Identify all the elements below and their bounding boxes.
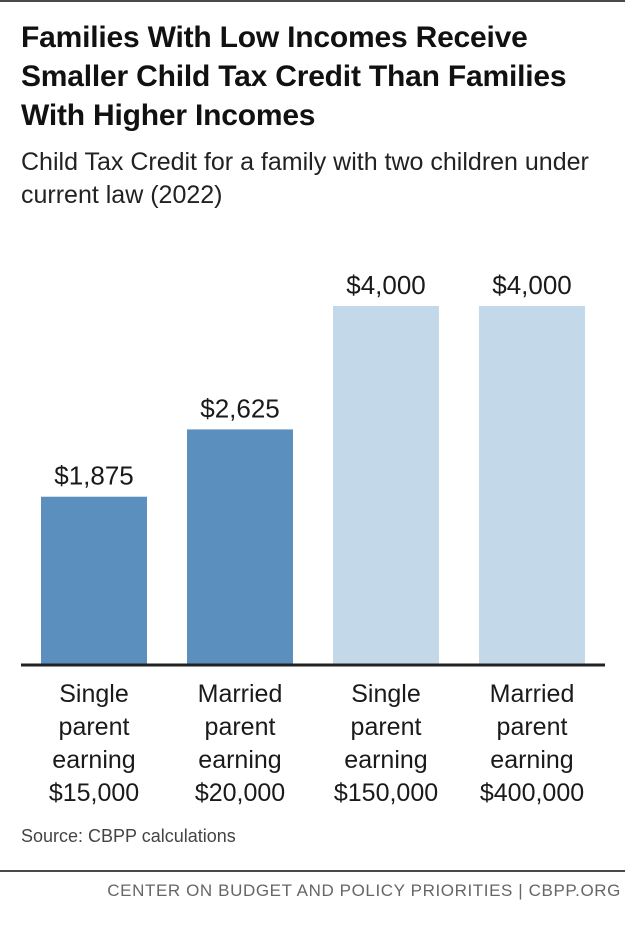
source-note: Source: CBPP calculations xyxy=(21,826,236,846)
category-label-2-line-3: earning xyxy=(198,746,281,774)
category-label-1-line-2: parent xyxy=(59,713,130,741)
category-label-4-line-4: $400,000 xyxy=(480,779,584,807)
category-label-3-line-2: parent xyxy=(351,713,422,741)
category-label-3-line-1: Single xyxy=(351,680,421,708)
bar-4 xyxy=(479,306,585,665)
chart-title: Families With Low Incomes Receive Smalle… xyxy=(21,21,567,132)
bar-1 xyxy=(41,496,147,665)
category-label-4-line-3: earning xyxy=(490,746,573,774)
bar-chart: $1,875 Single parent earning $15,000 $2,625 Ma… xyxy=(21,270,605,807)
category-label-2-line-1: Married xyxy=(198,680,283,708)
category-label-2-line-4: $20,000 xyxy=(195,779,285,807)
category-label-4-line-1: Married xyxy=(490,680,575,708)
bar-value-label-3: $4,000 xyxy=(346,270,426,300)
top-rule xyxy=(0,0,625,2)
category-label-4-line-2: parent xyxy=(497,713,568,741)
bar-value-label-1: $1,875 xyxy=(54,461,134,491)
category-label-2-line-2: parent xyxy=(205,713,276,741)
footer-credit: CENTER ON BUDGET AND POLICY PRIORITIES |… xyxy=(107,881,621,900)
category-label-1-line-4: $15,000 xyxy=(49,779,139,807)
bottom-rule xyxy=(0,870,625,872)
bar-value-label-4: $4,000 xyxy=(492,270,572,300)
category-label-1-line-3: earning xyxy=(52,746,135,774)
bar-2 xyxy=(187,429,293,665)
bar-value-label-2: $2,625 xyxy=(200,393,280,423)
chart-subtitle: Child Tax Credit for a family with two c… xyxy=(21,148,589,209)
category-label-3-line-4: $150,000 xyxy=(334,779,438,807)
category-label-3-line-3: earning xyxy=(344,746,427,774)
bar-3 xyxy=(333,306,439,665)
category-label-1-line-1: Single xyxy=(59,680,129,708)
